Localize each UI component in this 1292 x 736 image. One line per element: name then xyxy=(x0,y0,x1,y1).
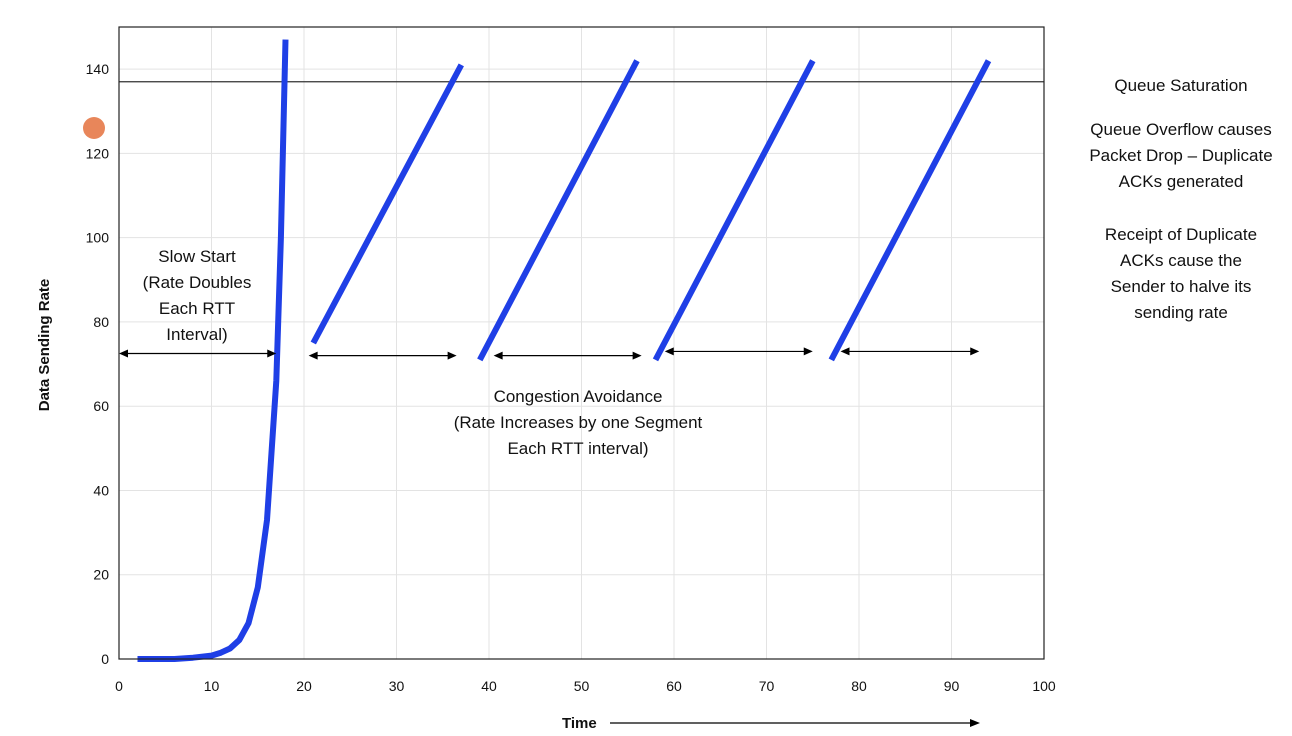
congestion-avoidance-line xyxy=(828,59,992,362)
y-tick-label: 120 xyxy=(86,145,110,161)
x-tick-label: 40 xyxy=(481,678,497,694)
x-axis-title: Time xyxy=(562,715,597,732)
pointer-cursor-icon xyxy=(83,117,105,139)
annotation-line: Each RTT interval) xyxy=(507,439,648,458)
slow-start-annotation: Slow Start (Rate Doubles Each RTT Interval) xyxy=(143,247,252,344)
annotation-line: (Rate Doubles xyxy=(143,273,252,292)
x-tick-label: 50 xyxy=(574,678,590,694)
rtt-span-arrow xyxy=(493,351,642,360)
annotation-line: ACKs generated xyxy=(1119,172,1244,191)
duplicate-acks-annotation: Receipt of Duplicate ACKs cause the Sender… xyxy=(1105,225,1257,322)
annotation-line: ACKs cause the xyxy=(1120,251,1242,270)
rtt-span-arrow xyxy=(664,347,813,356)
y-tick-label: 40 xyxy=(93,482,109,498)
annotation-line: Interval) xyxy=(166,325,227,344)
x-tick-label: 70 xyxy=(759,678,775,694)
x-tick-label: 20 xyxy=(296,678,312,694)
rtt-span-arrow xyxy=(119,349,277,358)
annotation-line: Sender to halve its xyxy=(1111,277,1252,296)
congestion-avoidance-annotation: Congestion Avoidance (Rate Increases by o… xyxy=(454,387,703,458)
y-tick-label: 100 xyxy=(86,230,110,246)
y-tick-labels: 0 20 40 60 80 100 120 140 xyxy=(86,61,110,667)
x-tick-label: 60 xyxy=(666,678,682,694)
queue-overflow-annotation: Queue Overflow causes Packet Drop – Dupli… xyxy=(1089,120,1272,191)
annotation-line: Packet Drop – Duplicate xyxy=(1089,146,1272,165)
queue-saturation-annotation: Queue Saturation xyxy=(1114,76,1247,95)
x-tick-label: 80 xyxy=(851,678,867,694)
y-tick-label: 140 xyxy=(86,61,110,77)
annotation-line: Queue Overflow causes xyxy=(1090,120,1271,139)
annotation-line: Congestion Avoidance xyxy=(494,387,663,406)
annotation-line: Receipt of Duplicate xyxy=(1105,225,1257,244)
rtt-span-arrow xyxy=(840,347,980,356)
plot-frame xyxy=(118,26,1045,660)
y-tick-label: 80 xyxy=(93,314,109,330)
grid-lines xyxy=(118,27,1045,660)
rtt-span-arrows xyxy=(119,347,980,360)
annotation-line: Slow Start xyxy=(158,247,236,266)
x-tick-label: 30 xyxy=(389,678,405,694)
congestion-avoidance-line xyxy=(310,63,464,345)
annotation-line: sending rate xyxy=(1134,303,1228,322)
annotation-line: (Rate Increases by one Segment xyxy=(454,413,703,432)
annotation-line: Each RTT xyxy=(159,299,235,318)
series-layer xyxy=(137,39,992,662)
annotation-line: Queue Saturation xyxy=(1114,76,1247,95)
x-tick-label: 0 xyxy=(115,678,123,694)
x-tick-labels: 0 10 20 30 40 50 60 70 80 90 100 xyxy=(115,678,1056,694)
y-tick-label: 0 xyxy=(101,651,109,667)
x-tick-label: 100 xyxy=(1032,678,1056,694)
y-tick-label: 20 xyxy=(93,567,109,583)
congestion-avoidance-line xyxy=(652,59,816,362)
y-tick-label: 60 xyxy=(93,398,109,414)
x-tick-label: 10 xyxy=(204,678,220,694)
y-axis-title: Data Sending Rate xyxy=(36,279,53,412)
time-direction-arrow xyxy=(610,719,980,727)
rtt-span-arrow xyxy=(308,351,457,360)
congestion-avoidance-line xyxy=(477,59,640,362)
x-tick-label: 90 xyxy=(944,678,960,694)
